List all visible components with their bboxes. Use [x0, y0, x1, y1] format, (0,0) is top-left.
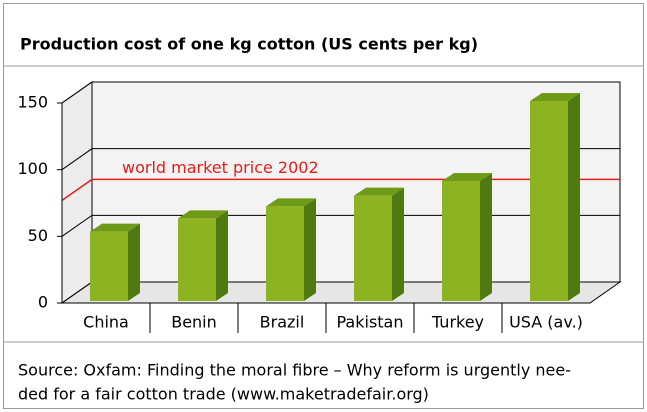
x-tick-label: Brazil — [260, 313, 305, 332]
bar — [90, 223, 140, 301]
x-tick-label: Turkey — [431, 313, 484, 332]
grid-line — [61, 81, 620, 104]
y-tick-label: 50 — [28, 226, 48, 245]
bar-top — [530, 93, 580, 101]
grid-line — [61, 148, 620, 171]
bar-front — [354, 195, 392, 301]
bar-front — [442, 181, 480, 301]
bar — [530, 93, 580, 301]
left-wall — [61, 81, 93, 304]
bar-top — [266, 198, 316, 207]
x-tick-label: USA (av.) — [509, 313, 583, 332]
reference-line — [61, 178, 620, 201]
y-tick-label: 100 — [17, 159, 48, 178]
bar-side — [216, 210, 228, 301]
bar-top — [178, 210, 228, 219]
bar-side — [392, 187, 404, 301]
bar-side — [304, 198, 316, 301]
bar-front — [530, 101, 568, 301]
bar-side — [568, 93, 580, 301]
source-line: Source: Oxfam: Finding the moral fibre –… — [18, 361, 571, 380]
bar — [266, 198, 316, 301]
bar-top — [90, 223, 140, 232]
chart-title: Production cost of one kg cotton (US cen… — [20, 35, 478, 54]
source-line: ded for a fair cotton trade (www.maketra… — [18, 385, 429, 404]
y-tick-label: 150 — [17, 93, 48, 112]
bar-front — [266, 206, 304, 301]
bar-front — [178, 218, 216, 301]
reference-label: world market price 2002 — [122, 158, 319, 177]
bar — [442, 173, 492, 301]
x-tick-label: China — [83, 313, 129, 332]
bar — [178, 210, 228, 301]
bar-side — [128, 223, 140, 301]
x-tick-label: Pakistan — [337, 313, 404, 332]
bar-top — [442, 173, 492, 181]
y-tick-label: 0 — [38, 293, 48, 312]
bar — [354, 187, 404, 301]
bar-top — [354, 187, 404, 196]
bar-front — [90, 231, 128, 301]
x-tick-label: Benin — [171, 313, 217, 332]
bar-side — [480, 173, 492, 301]
